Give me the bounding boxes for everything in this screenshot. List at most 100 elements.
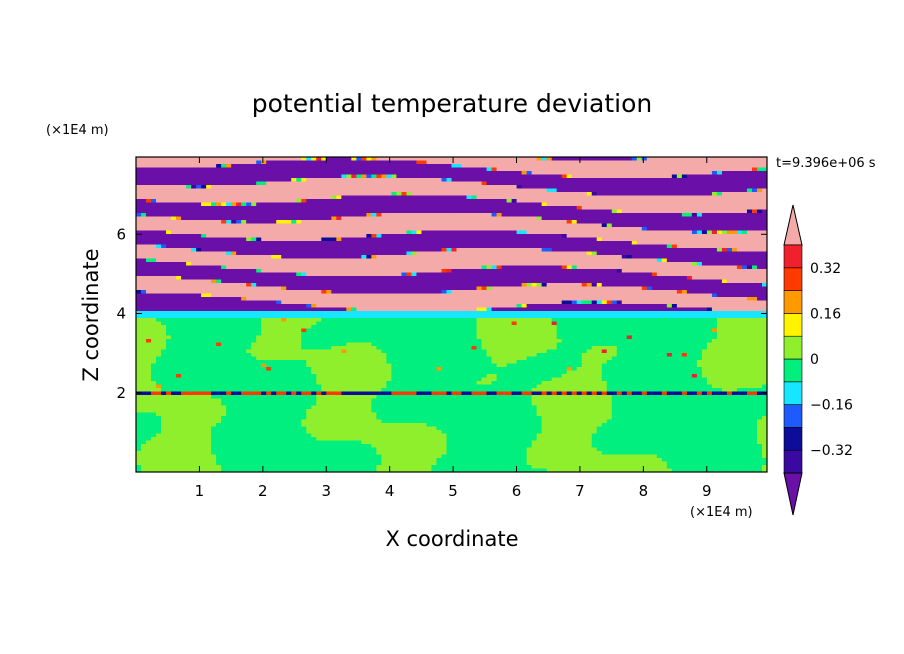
field-cell bbox=[276, 160, 282, 165]
field-cell bbox=[666, 167, 673, 172]
field-cell bbox=[521, 248, 528, 253]
field-cell bbox=[761, 192, 767, 197]
field-cell bbox=[361, 283, 367, 288]
field-cell bbox=[576, 188, 583, 193]
field-cell bbox=[541, 185, 548, 190]
field-cell bbox=[431, 293, 438, 298]
field-cell bbox=[231, 262, 237, 267]
field-cell bbox=[576, 248, 583, 253]
field-cell bbox=[496, 251, 503, 256]
field-cell bbox=[151, 157, 157, 162]
field-cell bbox=[581, 269, 588, 274]
field-cell bbox=[491, 269, 498, 274]
field-cell bbox=[626, 241, 633, 246]
field-cell bbox=[256, 192, 262, 197]
field-cell bbox=[511, 255, 518, 260]
field-cell bbox=[366, 206, 372, 211]
field-cell bbox=[606, 272, 613, 277]
field-cell bbox=[351, 188, 357, 193]
field-cell bbox=[391, 206, 398, 211]
field-cell bbox=[181, 167, 187, 172]
field-cell bbox=[461, 171, 468, 176]
field-cell bbox=[536, 248, 543, 253]
field-cell bbox=[151, 255, 157, 260]
field-cell bbox=[196, 220, 202, 225]
field-cell bbox=[326, 213, 332, 218]
field-cell bbox=[276, 227, 282, 232]
field-cell bbox=[696, 171, 703, 176]
field-cell bbox=[506, 206, 513, 211]
field-cell bbox=[756, 164, 763, 169]
field-cell bbox=[516, 241, 523, 246]
field-cell bbox=[756, 209, 763, 214]
field-cell bbox=[436, 209, 443, 214]
field-cell bbox=[531, 164, 538, 169]
field-cell bbox=[471, 251, 478, 256]
field-cell bbox=[136, 199, 142, 204]
field-cell bbox=[651, 255, 658, 260]
field-cell bbox=[146, 171, 152, 176]
field-cell bbox=[676, 237, 683, 242]
field-cell bbox=[681, 167, 688, 172]
field-cell bbox=[691, 206, 698, 211]
field-cell bbox=[651, 167, 658, 172]
field-cell bbox=[751, 220, 758, 225]
field-cell bbox=[141, 241, 147, 246]
field-cell bbox=[191, 237, 197, 242]
field-cell bbox=[241, 199, 247, 204]
field-cell bbox=[166, 195, 172, 200]
field-cell bbox=[621, 276, 628, 281]
field-cell bbox=[421, 262, 428, 267]
field-cell bbox=[696, 255, 703, 260]
field-cell bbox=[401, 181, 408, 186]
field-cell bbox=[391, 237, 398, 242]
field-cell bbox=[491, 195, 498, 200]
field-cell bbox=[426, 178, 433, 183]
field-cell bbox=[171, 216, 177, 221]
field-cell bbox=[696, 174, 703, 179]
field-cell bbox=[626, 262, 633, 267]
field-cell bbox=[231, 234, 237, 239]
field-cell bbox=[746, 160, 753, 165]
field-cell bbox=[276, 178, 282, 183]
field-cell bbox=[741, 269, 748, 274]
field-cell bbox=[761, 157, 767, 162]
field-cell bbox=[671, 227, 678, 232]
field-cell bbox=[231, 258, 237, 263]
field-cell bbox=[591, 195, 598, 200]
field-cell bbox=[221, 195, 227, 200]
field-cell bbox=[601, 181, 608, 186]
field-cell bbox=[516, 202, 523, 207]
field-cell bbox=[181, 174, 187, 179]
field-cell bbox=[326, 164, 332, 169]
field-cell bbox=[556, 272, 563, 277]
field-cell bbox=[466, 192, 473, 197]
field-cell bbox=[146, 202, 152, 207]
field-cell bbox=[446, 185, 453, 190]
field-cell bbox=[176, 220, 182, 225]
field-cell bbox=[636, 206, 643, 211]
field-cell bbox=[756, 188, 763, 193]
field-cell bbox=[601, 202, 608, 207]
field-cell bbox=[661, 178, 668, 183]
field-cell bbox=[751, 206, 758, 211]
field-cell bbox=[761, 244, 767, 249]
field-cell bbox=[701, 178, 708, 183]
field-cell bbox=[356, 192, 362, 197]
field-cell bbox=[246, 255, 252, 260]
field-cell bbox=[331, 199, 337, 204]
field-cell bbox=[236, 290, 242, 295]
field-cell bbox=[411, 202, 418, 207]
field-cell bbox=[596, 181, 603, 186]
field-cell bbox=[136, 272, 142, 277]
field-cell bbox=[676, 265, 683, 270]
field-cell bbox=[406, 223, 413, 228]
field-cell bbox=[311, 171, 317, 176]
field-cell bbox=[296, 181, 302, 186]
field-cell bbox=[571, 178, 578, 183]
field-cell bbox=[221, 181, 227, 186]
field-cell bbox=[416, 241, 423, 246]
field-cell bbox=[706, 272, 713, 277]
field-cell bbox=[426, 171, 433, 176]
field-cell bbox=[731, 157, 738, 162]
